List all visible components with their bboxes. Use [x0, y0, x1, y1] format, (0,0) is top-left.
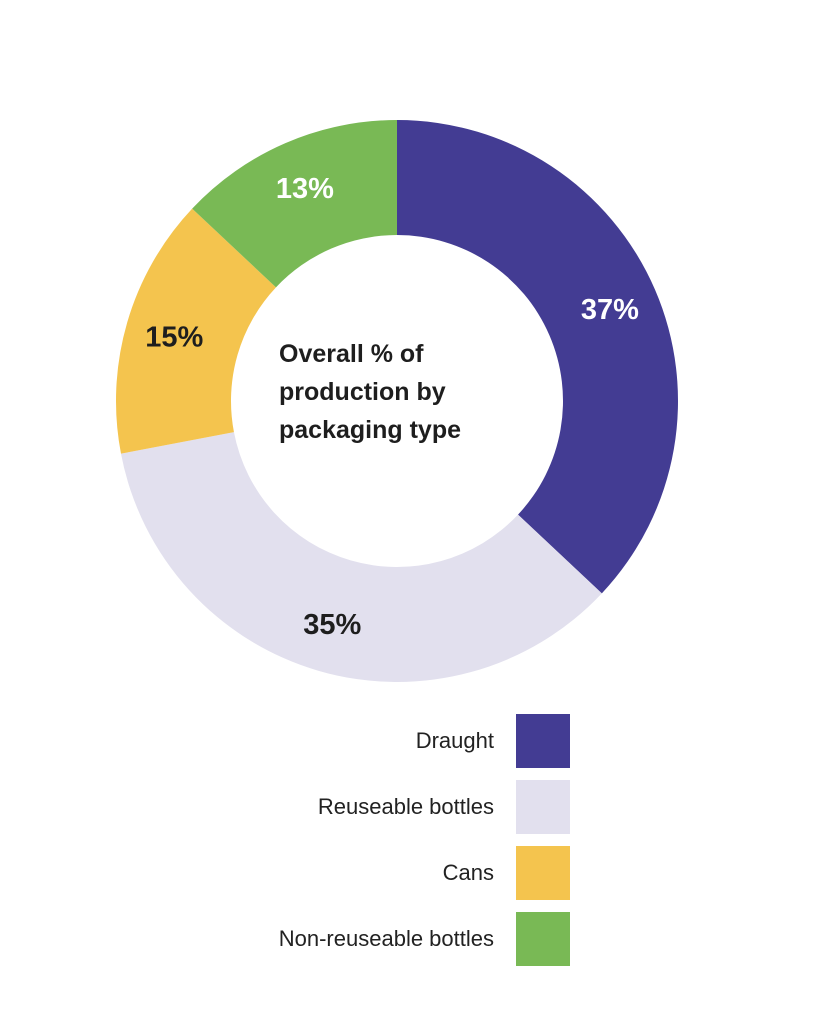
data-label: 15%: [145, 321, 203, 353]
donut-slice-non-reuseable-bottles: [192, 120, 397, 288]
donut-slice-reuseable-bottles: [120, 432, 602, 682]
legend-swatch: [516, 714, 570, 768]
legend-label: Draught: [415, 728, 494, 753]
data-label: 13%: [276, 173, 334, 205]
legend-label: Reuseable bottles: [317, 794, 494, 819]
data-label: 37%: [581, 294, 639, 326]
chart-title-line: packaging type: [279, 416, 461, 444]
chart-title-line: production by: [279, 378, 446, 406]
legend-label: Cans: [442, 860, 494, 885]
legend-item-non-reuseable-bottles: Non-reuseable bottles: [100, 912, 570, 966]
legend-label: Non-reuseable bottles: [278, 926, 494, 951]
legend-swatch: [516, 912, 570, 966]
legend-swatch: [516, 780, 570, 834]
chart-title-line: Overall % of: [279, 340, 424, 368]
chart-title: Overall % of production by packaging typ…: [279, 335, 519, 449]
donut-chart: 37% 35% 15% 13%: [115, 120, 678, 682]
legend-item-reuseable-bottles: Reuseable bottles: [100, 780, 570, 834]
legend-item-cans: Cans: [100, 846, 570, 900]
data-label: 35%: [303, 609, 361, 641]
legend-item-draught: Draught: [100, 714, 570, 768]
legend-swatch: [516, 846, 570, 900]
donut-slice-draught: [397, 120, 678, 594]
donut-slice-cans: [115, 208, 276, 454]
